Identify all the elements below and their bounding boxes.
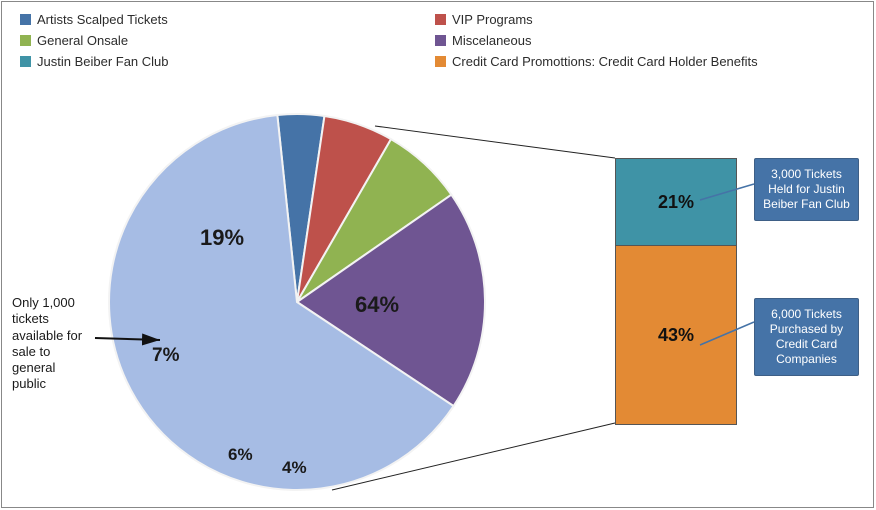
pie-svg — [105, 110, 490, 495]
legend-row: General Onsale Miscelaneous — [20, 33, 850, 48]
legend-item: VIP Programs — [435, 12, 850, 27]
callout-credit-card-text: 6,000 Tickets Purchased by Credit Card C… — [770, 307, 843, 366]
legend-swatch-icon — [20, 56, 31, 67]
annotation-general-public: Only 1,000ticketsavailable forsale togen… — [12, 295, 82, 393]
legend-swatch-icon — [435, 56, 446, 67]
breakout-bar: 21% 43% — [615, 158, 737, 425]
legend: Artists Scalped Tickets VIP Programs Gen… — [20, 12, 850, 75]
legend-swatch-icon — [435, 35, 446, 46]
legend-label: Artists Scalped Tickets — [37, 12, 168, 27]
legend-swatch-icon — [20, 14, 31, 25]
legend-label: VIP Programs — [452, 12, 533, 27]
legend-item: Justin Beiber Fan Club — [20, 54, 435, 69]
legend-item: Credit Card Promottions: Credit Card Hol… — [435, 54, 850, 69]
callout-fanclub: 3,000 Tickets Held for Justin Beiber Fan… — [754, 158, 859, 221]
legend-label: Justin Beiber Fan Club — [37, 54, 169, 69]
legend-item: Artists Scalped Tickets — [20, 12, 435, 27]
legend-item: Miscelaneous — [435, 33, 850, 48]
callout-fanclub-text: 3,000 Tickets Held for Justin Beiber Fan… — [763, 167, 850, 211]
legend-row: Artists Scalped Tickets VIP Programs — [20, 12, 850, 27]
legend-label: Credit Card Promottions: Credit Card Hol… — [452, 54, 758, 69]
bar-pct-fanclub: 21% — [658, 192, 694, 213]
bar-pct-credit-card: 43% — [658, 325, 694, 346]
legend-swatch-icon — [20, 35, 31, 46]
legend-item: General Onsale — [20, 33, 435, 48]
bar-segment-credit-card: 43% — [616, 246, 736, 424]
callout-credit-card: 6,000 Tickets Purchased by Credit Card C… — [754, 298, 859, 376]
pie-chart — [105, 110, 490, 495]
legend-label: General Onsale — [37, 33, 128, 48]
legend-swatch-icon — [435, 14, 446, 25]
legend-label: Miscelaneous — [452, 33, 532, 48]
bar-segment-fanclub: 21% — [616, 159, 736, 246]
legend-row: Justin Beiber Fan Club Credit Card Promo… — [20, 54, 850, 69]
